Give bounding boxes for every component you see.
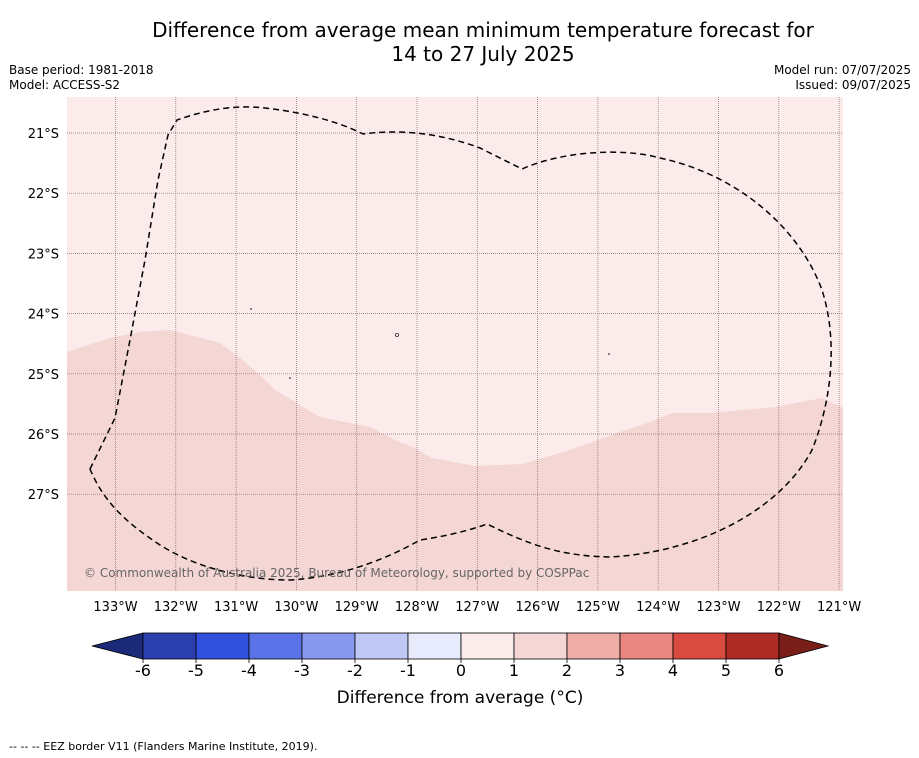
eez-legend-footnote: -- -- -- EEZ border V11 (Flanders Marine… — [9, 740, 318, 753]
base-period: Base period: 1981-2018 — [9, 63, 154, 77]
longitude-label: 127°W — [455, 600, 499, 615]
meta-left: Base period: 1981-2018 Model: ACCESS-S2 — [9, 63, 154, 93]
colorbar-tick-label: 3 — [615, 661, 625, 680]
longitude-label: 126°W — [516, 600, 560, 615]
colorbar-tick-label: -1 — [400, 661, 416, 680]
longitude-label: 123°W — [696, 600, 740, 615]
colorbar-under-arrow — [91, 632, 144, 660]
colorbar-swatch — [672, 632, 727, 660]
longitude-label: 122°W — [757, 600, 801, 615]
colorbar-swatch — [248, 632, 303, 660]
small-islands — [250, 308, 610, 379]
copyright-notice: © Commonwealth of Australia 2025, Bureau… — [84, 566, 589, 580]
latitude-label: 24°S — [28, 308, 59, 323]
colorbar-tick-label: 2 — [562, 661, 572, 680]
colorbar-swatch — [725, 632, 780, 660]
map-plot-area: © Commonwealth of Australia 2025, Bureau… — [67, 97, 843, 591]
colorbar-tick-label: 0 — [456, 661, 466, 680]
zone-1-to-2 — [67, 330, 843, 591]
model-name: Model: ACCESS-S2 — [9, 78, 121, 92]
island-dot — [250, 308, 252, 310]
island-dot — [289, 377, 291, 379]
colorbar-swatch — [301, 632, 356, 660]
longitude-label: 125°W — [576, 600, 620, 615]
colorbar-tick-label: -3 — [294, 661, 310, 680]
latitude-label: 22°S — [28, 187, 59, 202]
colorbar-tick-label: -5 — [188, 661, 204, 680]
colorbar-swatch — [195, 632, 250, 660]
eez-border — [89, 106, 832, 581]
longitude-label: 121°W — [817, 600, 861, 615]
title-line-2: 14 to 27 July 2025 — [391, 42, 575, 66]
model-run: Model run: 07/07/2025 — [773, 63, 911, 77]
latitude-label: 27°S — [28, 488, 59, 503]
colorbar-tick-label: 1 — [509, 661, 519, 680]
longitude-axis: 133°W 132°W 131°W 130°W 129°W 128°W 127°W 126°W… — [93, 600, 861, 615]
longitude-label: 128°W — [395, 600, 439, 615]
latitude-label: 25°S — [28, 368, 59, 383]
title-line-1: Difference from average mean minimum tem… — [152, 18, 814, 42]
colorbar-swatch — [513, 632, 568, 660]
colorbar-label-text: Difference from average ( — [336, 688, 557, 708]
chart-title: Difference from average mean minimum tem… — [0, 18, 919, 66]
latitude-label: 26°S — [28, 428, 59, 443]
island-dot — [394, 332, 399, 337]
latitude-axis: 21°S 22°S 23°S 24°S 25°S 26°S 27°S — [28, 127, 59, 503]
colorbar-swatch — [142, 632, 197, 660]
issued-date: Issued: 09/07/2025 — [795, 78, 911, 92]
colorbar-swatch — [407, 632, 462, 660]
map-figure: © Commonwealth of Australia 2025, Bureau… — [28, 97, 861, 680]
colorbar-swatch — [619, 632, 674, 660]
colorbar-tick-label: 4 — [668, 661, 678, 680]
graticule — [67, 97, 843, 591]
longitude-label: 129°W — [335, 600, 379, 615]
meta-right: Model run: 07/07/2025 Issued: 09/07/2025 — [774, 63, 911, 93]
colorbar-title: Difference from average (°C) — [0, 688, 919, 708]
colorbar-tick-label: -2 — [347, 661, 363, 680]
colorbar-swatch — [354, 632, 409, 660]
colorbar-tick-label: -6 — [135, 661, 151, 680]
colorbar-label-close: ) — [576, 688, 584, 708]
colorbar-over-arrow — [778, 632, 830, 660]
colorbar-tick-label: 5 — [721, 661, 731, 680]
colorbar-tick-label: 6 — [774, 661, 784, 680]
colorbar-tick-label: -4 — [241, 661, 257, 680]
latitude-label: 23°S — [28, 247, 59, 262]
island-dot — [608, 353, 610, 355]
colorbar-swatch — [460, 632, 515, 660]
longitude-label: 124°W — [636, 600, 680, 615]
colorbar-swatch — [566, 632, 621, 660]
longitude-label: 131°W — [214, 600, 258, 615]
longitude-label: 132°W — [154, 600, 198, 615]
latitude-label: 21°S — [28, 127, 59, 142]
colorbar-unit: °C — [556, 688, 577, 708]
longitude-label: 133°W — [93, 600, 137, 615]
longitude-label: 130°W — [274, 600, 318, 615]
colorbar: -6 -5 -4 -3 -2 -1 0 1 2 3 4 5 6 — [91, 632, 830, 680]
